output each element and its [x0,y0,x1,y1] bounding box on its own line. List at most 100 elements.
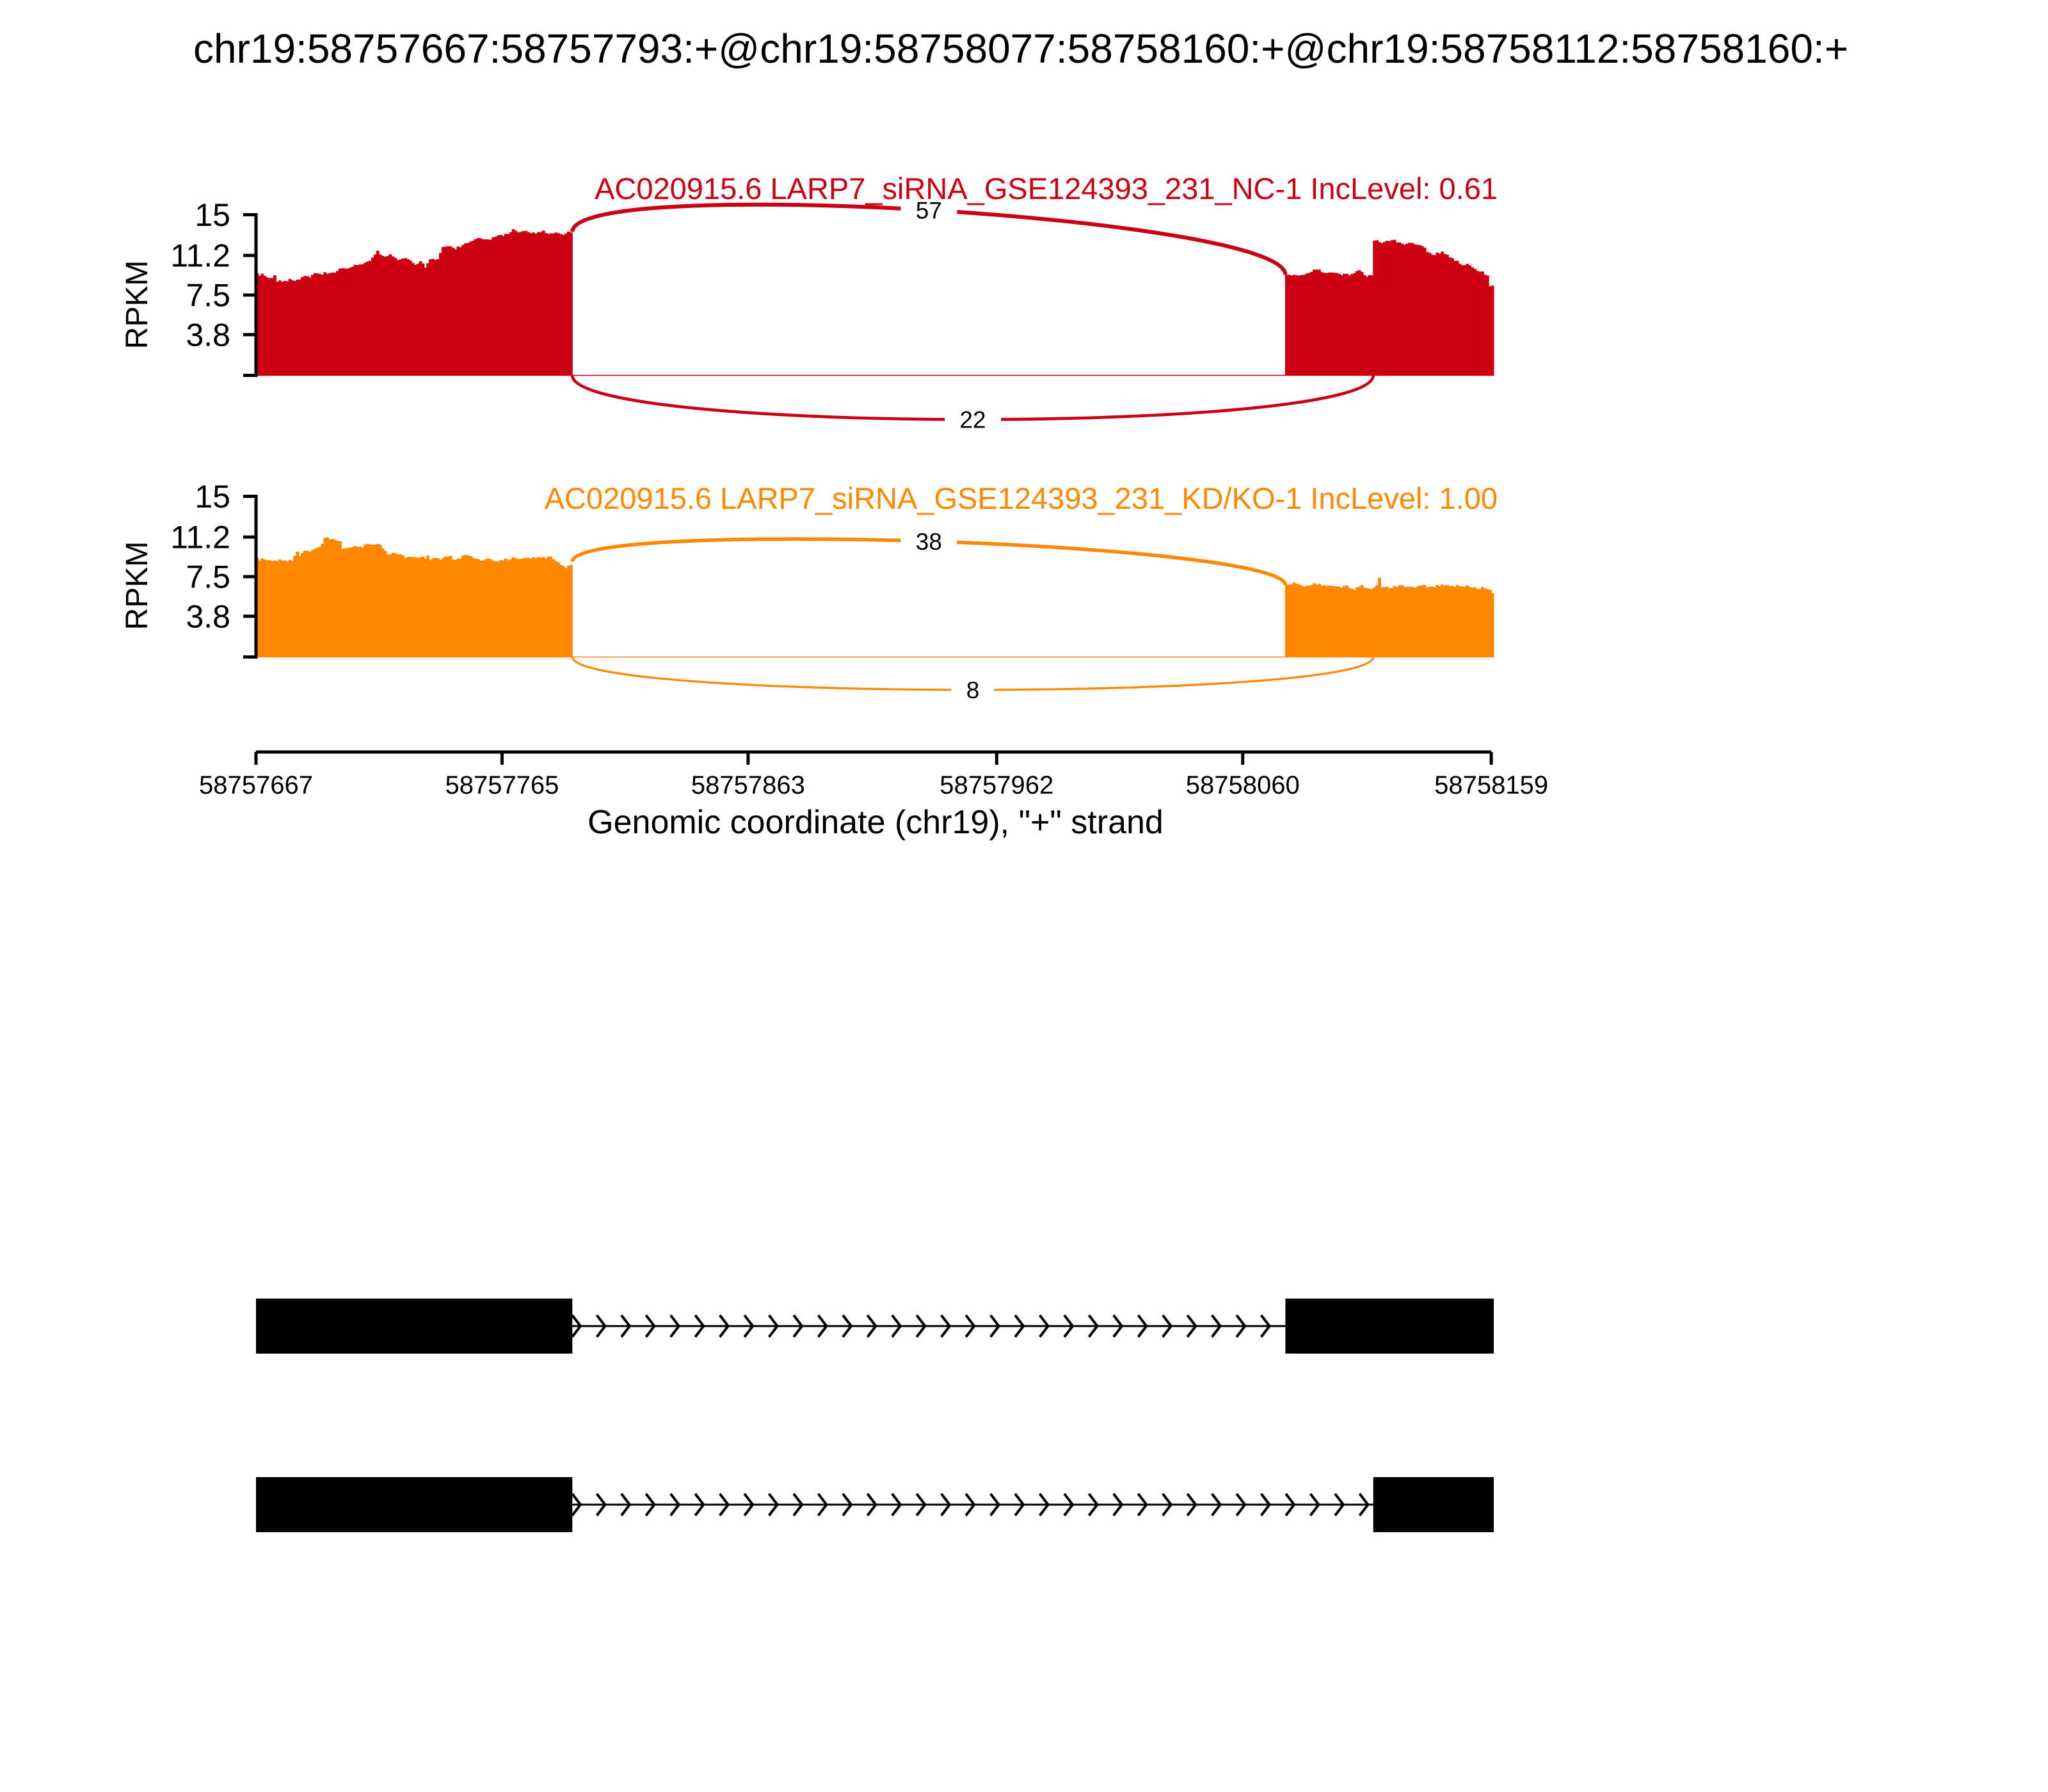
strand-arrow [1014,1314,1025,1338]
plot-title: chr19:58757667:58757793:+@chr19:58758077… [193,26,1848,72]
coverage-group-nc [255,229,1494,376]
strand-arrow [768,1492,780,1517]
strand-arrow [866,1314,877,1338]
strand-arrow [817,1314,829,1338]
strand-arrow [1039,1492,1050,1517]
x-tick-label: 58757667 [199,771,313,799]
exon-box [1373,1477,1494,1532]
junction-count-box [900,193,957,227]
strand-arrow [1112,1492,1124,1517]
strand-arrow [1063,1492,1075,1517]
junction-count-box [945,403,1002,436]
strand-arrow [1260,1492,1272,1517]
strand-arrow [792,1492,804,1517]
coverage-area [1284,577,1494,657]
strand-arrow [644,1314,656,1338]
junction-count: 57 [916,197,942,223]
x-axis-title: Genomic coordinate (chr19), "+" strand [588,804,1164,841]
strand-arrow [1186,1314,1197,1338]
strand-arrow [1039,1314,1050,1338]
strand-arrow [595,1314,607,1338]
strand-arrow [719,1492,730,1517]
strand-arrow [1211,1314,1222,1338]
coverage-area [255,537,573,657]
strand-arrow [1137,1314,1148,1338]
x-tick-label: 58757962 [940,771,1053,799]
strand-arrow [817,1492,829,1517]
junction-count-box [951,673,995,707]
strand-arrow [1260,1314,1272,1338]
exon-box [1285,1299,1494,1354]
strand-arrow [1162,1314,1173,1338]
strand-arrow [644,1492,656,1517]
strand-arrow [891,1314,902,1338]
track-nc: 57 22 15 11.2 7.53.8 AC020915.6 LARP7_siRNA… [120,172,1498,436]
coverage-group-kd [255,537,1494,658]
strand-arrow [620,1314,632,1338]
strand-arrow [1087,1492,1100,1517]
y-axis-nc: 15 11.2 7.53.8 [170,197,258,377]
strand-arrow [866,1492,877,1517]
transcript-diagram [256,1299,1494,1532]
strand-arrow [1211,1492,1222,1517]
strand-arrow [1186,1492,1197,1517]
strand-arrow [989,1492,1001,1517]
strand-arrow [595,1492,607,1517]
strand-arrow [792,1314,804,1338]
x-tick-label: 58757863 [691,771,805,799]
strand-arrow [940,1492,952,1517]
y-tick-label: 11.2 [170,520,230,556]
junction-group-kd: 38 8 [570,524,1375,707]
junction-count: 22 [959,407,986,433]
strand-arrow [743,1492,755,1517]
strand-arrow [571,1314,582,1338]
x-tick-label: 58758060 [1186,771,1300,799]
strand-arrow [719,1314,730,1338]
strand-arrow [620,1492,632,1517]
strand-arrow [891,1492,902,1517]
strand-arrow [842,1314,853,1338]
strand-arrow [669,1314,681,1338]
transcript-1 [256,1299,1494,1354]
junction-count-box [900,524,957,558]
y-tick-label: 15 [195,479,230,515]
coverage-area [255,229,573,376]
y-tick-label: 7.5 [186,559,230,595]
strand-arrow [694,1314,705,1338]
coverage-area [1284,269,1374,376]
strand-arrow [989,1314,1001,1338]
junction-group-nc: 57 22 [570,193,1375,436]
y-tick-label: 7.5 [186,278,230,314]
strand-arrow [1162,1492,1173,1517]
sample-label-kd: AC020915.6 LARP7_siRNA_GSE124393_231_KD/… [545,481,1498,515]
strand-arrow [1235,1492,1247,1517]
strand-arrow [1137,1492,1148,1517]
y-axis-title-nc: RPKM [120,260,154,349]
strand-arrow [915,1314,927,1338]
x-tick-label: 58758159 [1434,771,1548,799]
strand-arrow [1284,1492,1296,1517]
strand-arrow [940,1314,952,1338]
exon-box [256,1299,573,1354]
y-tick-label: 3.8 [186,317,230,353]
strand-arrow [964,1314,976,1338]
junction-count: 38 [916,529,942,555]
strand-arrow [1014,1492,1025,1517]
track-kd: 38 8 15 11.27.53.8 AC020915.6 LARP7_siRNA_… [120,479,1498,707]
y-tick-label: 3.8 [186,598,230,634]
y-tick-label: 15 [195,197,230,233]
strand-arrow [1309,1492,1321,1517]
y-axis-title-kd: RPKM [120,541,154,630]
coverage-area [1373,239,1494,376]
strand-arrow [1358,1492,1370,1517]
strand-arrow [915,1492,927,1517]
junction-count: 8 [966,677,980,703]
y-tick-label: 11.2 [170,238,230,274]
strand-arrow [669,1492,681,1517]
x-axis: 58757667 58757765 58757863 58757962 58758060… [199,750,1548,799]
x-tick-label: 58757765 [445,771,559,799]
strand-arrow [1087,1314,1100,1338]
strand-arrow [1063,1314,1075,1338]
sample-label-nc: AC020915.6 LARP7_siRNA_GSE124393_231_NC-… [595,172,1498,205]
